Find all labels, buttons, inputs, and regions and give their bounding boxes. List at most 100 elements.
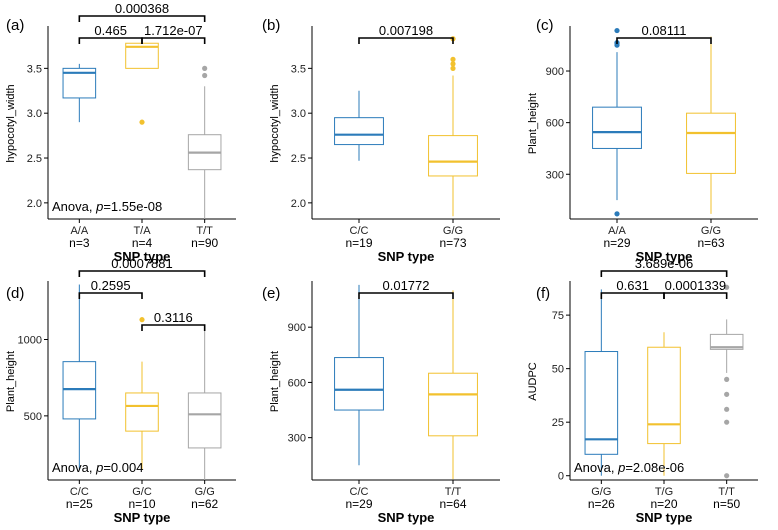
x-tick-label: A/A xyxy=(70,225,88,237)
sample-size-label: n=29 xyxy=(603,236,630,250)
y-tick-label: 3.5 xyxy=(291,63,306,75)
comparison-bracket: 0.08111 xyxy=(616,23,712,44)
sample-size-label: n=20 xyxy=(650,497,677,511)
sample-size-label: n=64 xyxy=(439,497,466,511)
y-axis-title: AUDPC xyxy=(527,362,539,401)
box-G-C xyxy=(125,317,159,470)
p-value-label: 0.0007881 xyxy=(111,256,172,271)
p-value-label: 0.000368 xyxy=(115,1,169,16)
x-tick-label: G/G xyxy=(701,225,721,237)
outlier-point xyxy=(724,376,730,382)
outlier-point xyxy=(724,391,730,397)
iqr-box xyxy=(62,361,97,420)
box-G-G xyxy=(428,36,478,217)
box-T-A xyxy=(125,41,159,125)
bracket-line xyxy=(141,324,206,331)
y-axis-title: Plant_height xyxy=(527,93,539,154)
x-tick-label: T/T xyxy=(445,486,462,498)
x-tick-label: A/A xyxy=(608,225,626,237)
anova-value: =0.004 xyxy=(103,460,143,475)
iqr-box xyxy=(428,372,478,437)
bracket-line xyxy=(358,292,454,299)
y-tick-label: 900 xyxy=(546,66,564,78)
anova-prefix: Anova, xyxy=(574,460,618,475)
box-T-G xyxy=(647,332,681,476)
y-tick-label: 2.5 xyxy=(27,153,42,165)
x-tick-label: C/C xyxy=(350,486,369,498)
iqr-box xyxy=(592,106,642,149)
iqr-box xyxy=(709,333,744,350)
comparison-bracket: 0.0001339 xyxy=(663,278,728,299)
box-T-T xyxy=(187,65,222,219)
comparison-bracket: 3.689e-06 xyxy=(600,256,728,277)
x-axis-title: SNP type xyxy=(114,249,171,264)
outlier-point xyxy=(614,211,620,217)
bracket-line xyxy=(663,292,728,299)
panel-b: (b) 2.0 2.5 3.0 3.5 hypocotyl_width C/Cn=19 G/G… xyxy=(262,17,500,264)
box-A-A xyxy=(62,63,97,123)
panel-c: (c) 300 600 900 Plant_height A/An=29 G/Gn=63 SN… xyxy=(527,17,758,264)
x-tick-label: C/C xyxy=(70,486,89,498)
bracket-line xyxy=(600,292,665,299)
x-tick-label: C/C xyxy=(350,225,369,237)
anova-p-symbol: p xyxy=(617,460,625,475)
bracket-line xyxy=(616,37,712,44)
panel-label: (f) xyxy=(536,285,550,302)
p-value-label: 0.007198 xyxy=(379,23,433,38)
anova-value: =1.55e-08 xyxy=(103,199,162,214)
sample-size-label: n=10 xyxy=(128,497,155,511)
outlier-point xyxy=(724,284,730,290)
iqr-box xyxy=(334,357,384,411)
iqr-box xyxy=(686,112,736,174)
y-tick-label: 25 xyxy=(552,417,564,429)
p-value-label: 0.465 xyxy=(94,23,127,38)
y-tick-label: 50 xyxy=(552,364,564,376)
sample-size-label: n=19 xyxy=(345,236,372,250)
y-axis-title: hypocotyl_width xyxy=(269,84,281,162)
x-tick-label: T/T xyxy=(196,225,213,237)
iqr-box xyxy=(187,392,222,449)
x-tick-label: T/G xyxy=(655,486,673,498)
outlier-point xyxy=(202,72,208,79)
outlier-point xyxy=(139,317,145,323)
x-tick-label: G/G xyxy=(591,486,611,498)
sample-size-label: n=50 xyxy=(713,497,740,511)
y-axis-title: Plant_height xyxy=(269,351,281,412)
outlier-point xyxy=(724,473,730,479)
bracket-line xyxy=(358,37,454,44)
box-C-C xyxy=(334,90,384,161)
p-value-label: 1.712e-07 xyxy=(144,23,203,38)
iqr-box xyxy=(125,392,159,432)
iqr-box xyxy=(334,117,384,146)
comparison-bracket: 0.007198 xyxy=(358,23,454,44)
p-value-label: 0.631 xyxy=(616,278,649,293)
panel-label: (a) xyxy=(6,17,24,34)
sample-size-label: n=4 xyxy=(132,236,153,250)
bracket-line xyxy=(600,270,728,277)
outlier-point xyxy=(614,27,620,34)
x-tick-label: T/A xyxy=(133,225,151,237)
sample-size-label: n=26 xyxy=(588,497,615,511)
outlier-point xyxy=(139,119,145,125)
panel-label: (b) xyxy=(262,17,280,34)
outlier-point xyxy=(450,56,456,62)
outlier-point xyxy=(724,419,730,425)
box-C-C xyxy=(334,284,384,466)
comparison-bracket: 0.3116 xyxy=(141,310,206,331)
iqr-box xyxy=(584,351,619,455)
x-axis-title: SNP type xyxy=(114,510,171,525)
p-value-label: 0.0001339 xyxy=(665,278,726,293)
anova-label: Anova, p=0.004 xyxy=(52,460,143,475)
y-tick-label: 600 xyxy=(288,377,306,389)
panel-label: (c) xyxy=(536,17,554,34)
anova-value: =2.08e-06 xyxy=(625,460,684,475)
outlier-point xyxy=(450,61,456,67)
x-axis-title: SNP type xyxy=(636,249,693,264)
box-G-G xyxy=(686,36,736,214)
panel-label: (e) xyxy=(262,285,280,302)
iqr-box xyxy=(428,135,478,177)
y-tick-label: 900 xyxy=(288,322,306,334)
box-A-A xyxy=(592,27,642,217)
